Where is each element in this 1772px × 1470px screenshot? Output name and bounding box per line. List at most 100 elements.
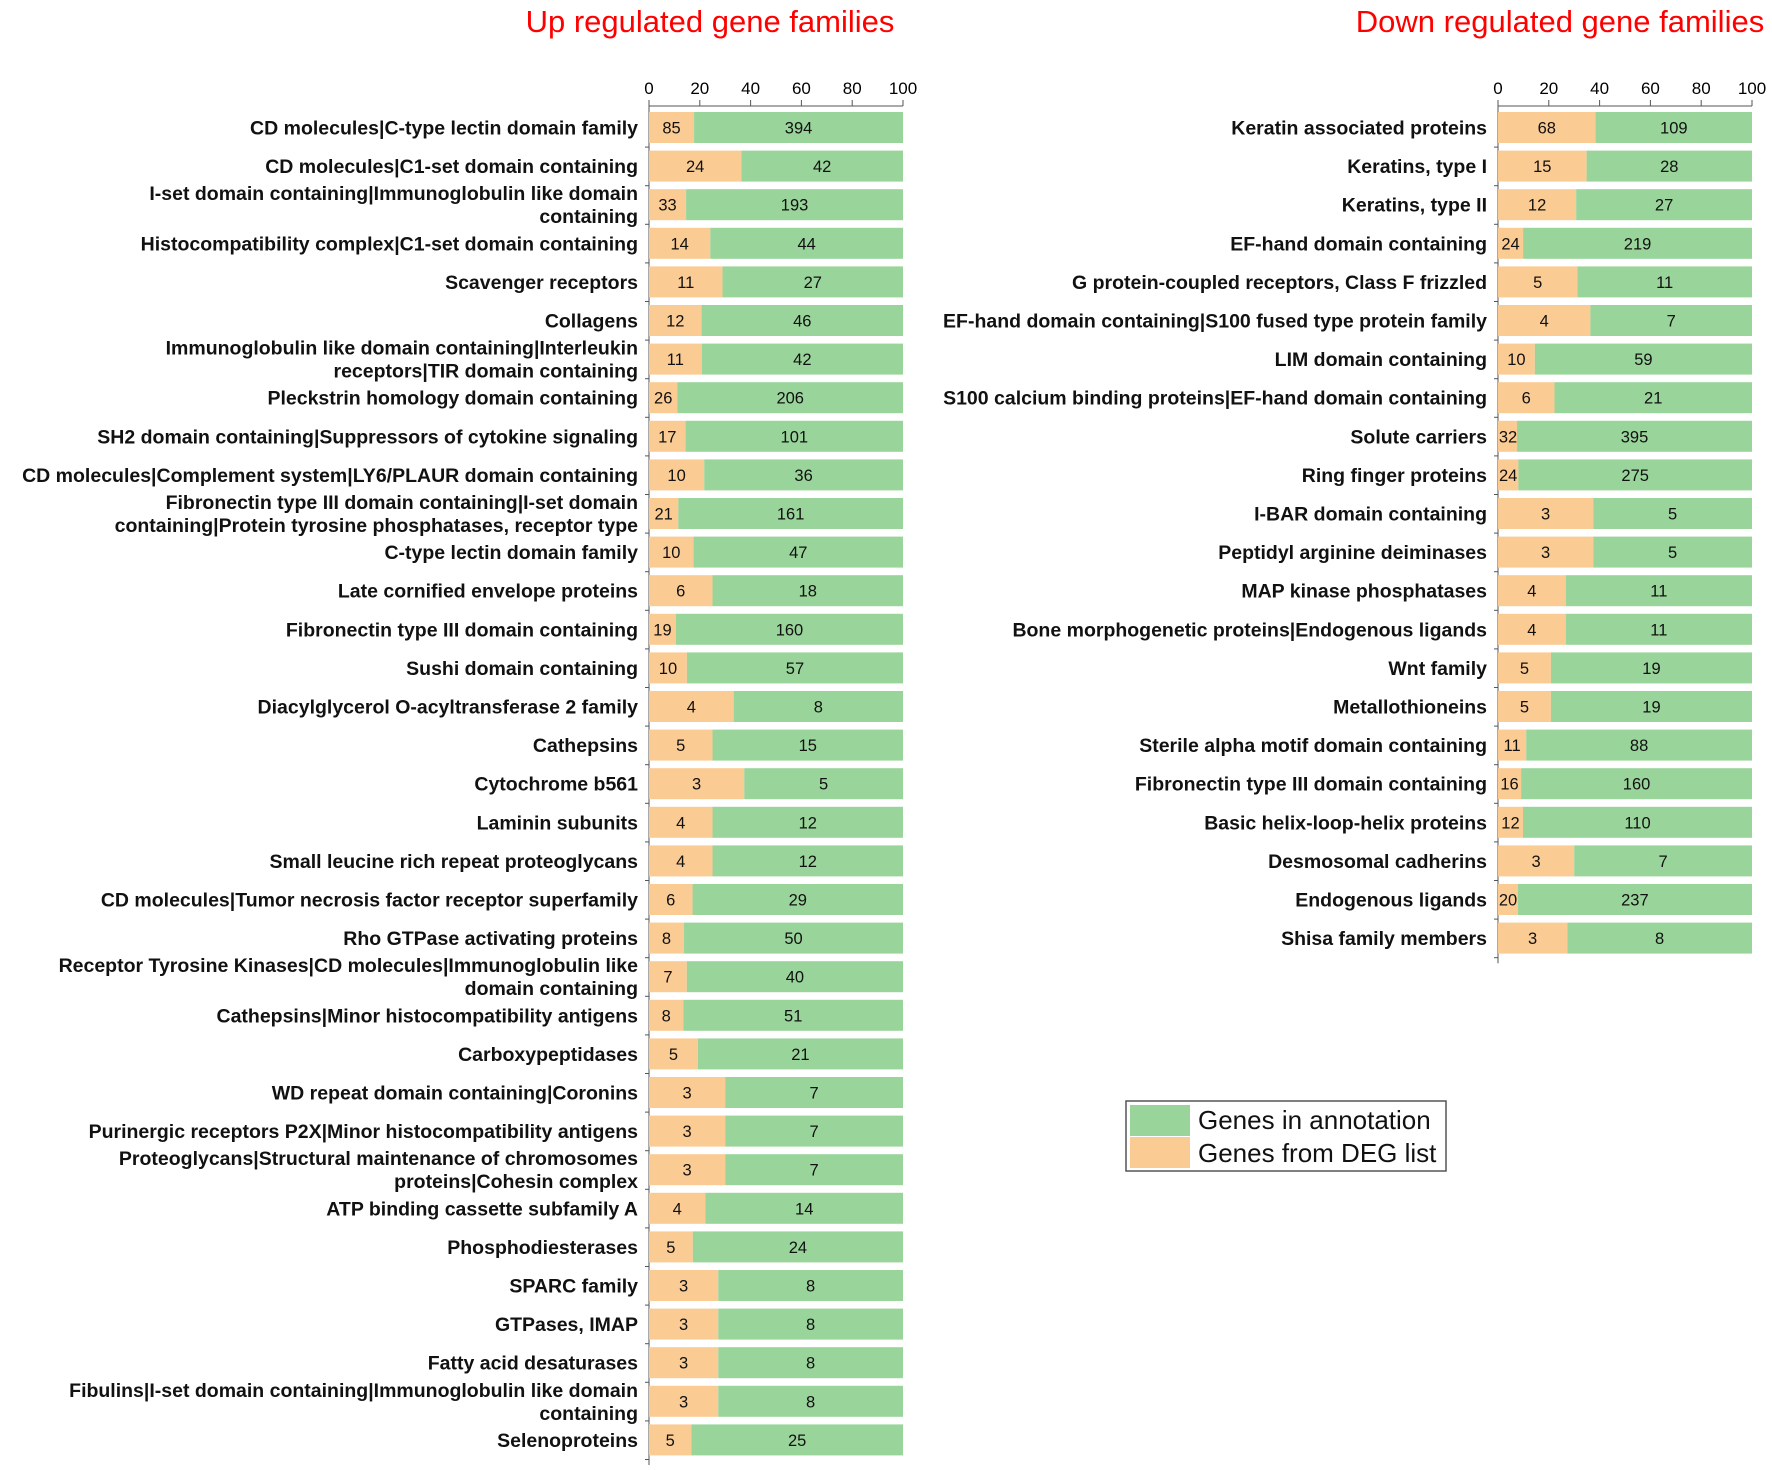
down-category-label: Keratin associated proteins — [1231, 118, 1487, 140]
down-category-label: Peptidyl arginine deiminases — [1218, 542, 1487, 564]
down-bar-annotation — [1576, 189, 1752, 221]
up-deg-value-label: 3 — [683, 1085, 692, 1103]
up-category-label: Pleckstrin homology domain containing — [267, 388, 638, 410]
up-annotation-value-label: 46 — [793, 313, 811, 331]
up-bar-annotation — [683, 999, 903, 1031]
down-x-tick-label: 80 — [1692, 79, 1711, 98]
down-annotation-value-label: 11 — [1656, 274, 1673, 292]
down-bar-deg — [1498, 420, 1518, 452]
down-category-label: Sterile alpha motif domain containing — [1139, 735, 1487, 757]
up-category-label: C-type lectin domain family — [384, 542, 638, 564]
up-bar-annotation — [685, 420, 903, 452]
up-bar-deg — [649, 1270, 719, 1301]
up-bar-annotation — [712, 845, 903, 877]
down-bar-deg — [1498, 150, 1587, 182]
up-deg-value-label: 12 — [666, 313, 684, 331]
up-annotation-value-label: 7 — [810, 1085, 819, 1103]
up-bar-annotation — [712, 575, 903, 607]
down-deg-value-label: 12 — [1501, 814, 1519, 832]
up-deg-value-label: 5 — [676, 737, 685, 755]
up-category-label: ATP binding cassette subfamily A — [326, 1198, 638, 1220]
down-deg-value-label: 16 — [1500, 776, 1518, 794]
down-annotation-value-label: 7 — [1667, 313, 1676, 331]
down-annotation-value-label: 11 — [1650, 583, 1667, 601]
up-bar-annotation — [692, 1231, 903, 1263]
up-bar-deg — [649, 266, 723, 298]
down-category-label: Basic helix-loop-helix proteins — [1204, 812, 1487, 834]
up-annotation-value-label: 44 — [797, 235, 815, 253]
up-annotation-value-label: 161 — [777, 506, 805, 524]
down-deg-value-label: 5 — [1520, 699, 1529, 717]
up-bar-deg — [649, 1347, 719, 1379]
up-bar-deg — [649, 343, 702, 375]
down-bar-annotation — [1565, 575, 1752, 607]
up-deg-value-label: 8 — [662, 1007, 671, 1025]
up-bar-deg — [649, 189, 687, 221]
up-deg-value-label: 5 — [666, 1239, 675, 1257]
up-bar-deg — [649, 1115, 726, 1147]
down-deg-value-label: 4 — [1527, 583, 1536, 601]
down-annotation-value-label: 237 — [1621, 892, 1649, 910]
down-bar-annotation — [1518, 459, 1752, 491]
up-bar-annotation — [686, 652, 903, 684]
up-annotation-value-label: 15 — [799, 737, 817, 755]
up-category-label: Cathepsins|Minor histocompatibility anti… — [217, 1005, 639, 1027]
up-bar-annotation — [697, 1038, 903, 1070]
up-annotation-value-label: 160 — [776, 621, 804, 639]
down-category-label: Desmosomal cadherins — [1268, 851, 1487, 873]
up-category-label: Fibronectin type III domain containing|I… — [115, 492, 639, 537]
down-category-label: S100 calcium binding proteins|EF-hand do… — [943, 388, 1487, 410]
up-deg-value-label: 14 — [670, 235, 688, 253]
up-bar-annotation — [701, 305, 903, 336]
up-annotation-value-label: 47 — [789, 544, 807, 562]
up-bar-deg — [649, 806, 713, 838]
down-category-label: Solute carriers — [1350, 426, 1487, 448]
down-bar-annotation — [1554, 382, 1752, 414]
up-category-label: Fibulins|I-set domain containing|Immunog… — [69, 1380, 638, 1425]
down-bar-deg — [1498, 768, 1522, 800]
down-bar-annotation — [1593, 498, 1752, 529]
down-deg-value-label: 3 — [1541, 506, 1550, 524]
down-deg-value-label: 20 — [1499, 892, 1517, 910]
up-bar-annotation — [733, 691, 903, 722]
up-category-label: Phosphodiesterases — [447, 1237, 638, 1259]
down-annotation-value-label: 11 — [1650, 621, 1667, 639]
up-annotation-value-label: 40 — [786, 969, 804, 987]
up-bar-deg — [649, 1154, 726, 1186]
down-bar-annotation — [1521, 768, 1752, 800]
up-bar-annotation — [741, 150, 903, 182]
up-bar-deg — [649, 382, 678, 414]
up-annotation-value-label: 8 — [806, 1316, 815, 1334]
up-bar-annotation — [691, 1424, 903, 1456]
down-bar-annotation — [1523, 227, 1752, 259]
up-bar-annotation — [718, 1308, 903, 1340]
up-deg-value-label: 10 — [659, 660, 677, 678]
up-bar-deg — [649, 613, 676, 645]
up-bar-deg — [649, 1424, 692, 1456]
down-deg-value-label: 4 — [1540, 313, 1549, 331]
down-bar-deg — [1498, 266, 1578, 298]
down-category-label: G protein-coupled receptors, Class F fri… — [1072, 272, 1487, 294]
legend-deg-label: Genes from DEG list — [1198, 1138, 1437, 1168]
up-category-label: SPARC family — [509, 1276, 638, 1298]
up-annotation-value-label: 50 — [784, 930, 802, 948]
up-bar-annotation — [725, 1154, 903, 1186]
up-category-label: Proteoglycans|Structural maintenance of … — [119, 1148, 638, 1193]
down-bar-deg — [1498, 922, 1568, 954]
down-deg-value-label: 10 — [1507, 351, 1525, 369]
down-category-label: Keratins, type II — [1342, 195, 1487, 217]
up-category-label: Carboxypeptidases — [458, 1044, 638, 1066]
up-annotation-value-label: 8 — [814, 699, 823, 717]
down-bar-annotation — [1526, 729, 1752, 761]
up-deg-value-label: 3 — [679, 1316, 688, 1334]
down-deg-value-label: 32 — [1499, 428, 1517, 446]
up-bar-deg — [649, 150, 742, 182]
up-x-tick-label: 100 — [889, 79, 917, 98]
up-deg-value-label: 3 — [692, 776, 701, 794]
up-category-label: Collagens — [545, 311, 638, 333]
down-annotation-value-label: 19 — [1642, 660, 1660, 678]
up-bar-annotation — [744, 768, 903, 800]
down-annotation-value-label: 5 — [1668, 506, 1677, 524]
up-bar-annotation — [684, 922, 903, 954]
